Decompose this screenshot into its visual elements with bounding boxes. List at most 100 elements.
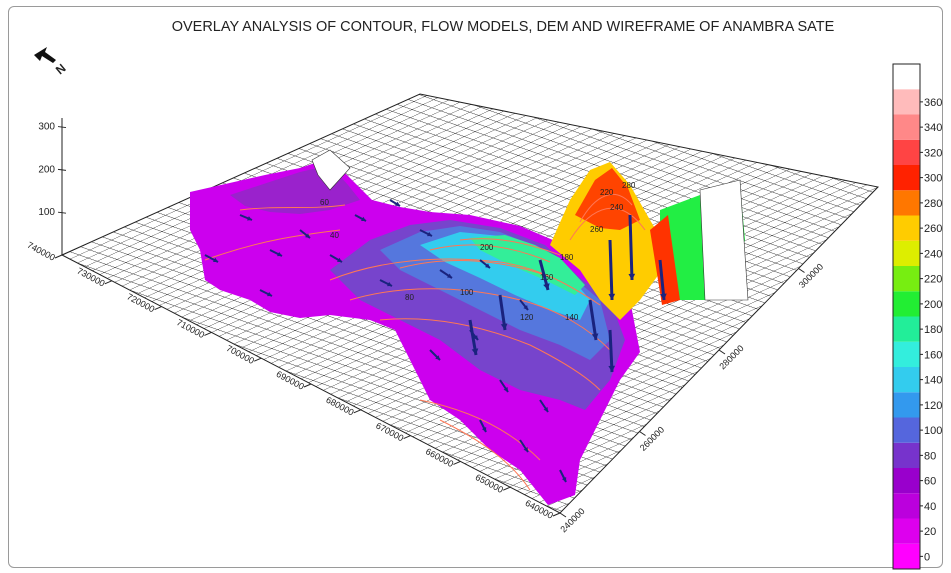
contour-line bbox=[329, 258, 601, 306]
y-tick-mark bbox=[403, 435, 411, 440]
flow-arrowhead bbox=[628, 273, 636, 280]
flow-arrowhead bbox=[213, 257, 218, 263]
contour-line bbox=[419, 399, 541, 461]
contour-label: 240 bbox=[610, 203, 624, 212]
z-tick-mark bbox=[57, 168, 67, 171]
colorbar-label: 80 bbox=[924, 450, 936, 462]
flow-arrow bbox=[608, 239, 614, 301]
contour-label: 80 bbox=[405, 293, 414, 302]
colorbar-swatch bbox=[893, 165, 920, 191]
colorbar-swatch bbox=[893, 442, 920, 468]
colorbar-swatch bbox=[893, 341, 920, 367]
flow-arrowhead bbox=[481, 427, 487, 432]
colorbar-label: 360 bbox=[924, 97, 942, 109]
flow-vectors bbox=[204, 199, 667, 483]
colorbar-swatch bbox=[893, 291, 920, 317]
contour-line bbox=[429, 244, 551, 263]
colorbar-label: 320 bbox=[924, 147, 942, 159]
contour-label: 160 bbox=[540, 273, 554, 282]
z-tick-label: 300 bbox=[38, 122, 55, 133]
y-tick-mark bbox=[204, 331, 212, 336]
flow-arrowhead bbox=[523, 447, 528, 452]
flow-arrowhead bbox=[591, 333, 599, 340]
z-tick-mark bbox=[57, 211, 67, 214]
contour-label: 60 bbox=[320, 198, 329, 207]
colorbar-swatch bbox=[893, 89, 920, 115]
north-arrow-label: N bbox=[53, 61, 69, 77]
contour-line bbox=[379, 318, 601, 391]
colorbar-swatch bbox=[893, 468, 920, 494]
flow-arrowhead bbox=[543, 283, 550, 290]
flow-arrowhead bbox=[485, 263, 490, 268]
colorbar-label: 140 bbox=[924, 375, 942, 387]
z-axis: 100 200 300 bbox=[38, 118, 67, 255]
contour-line bbox=[399, 260, 546, 276]
colorbar-swatch bbox=[893, 215, 920, 241]
colorbar-swatch bbox=[893, 543, 920, 569]
colorbar-swatch bbox=[893, 240, 920, 266]
contour-label: 220 bbox=[600, 188, 614, 197]
chart-title: OVERLAY ANALYSIS OF CONTOUR, FLOW MODELS… bbox=[172, 19, 835, 35]
contour-label: 180 bbox=[560, 253, 574, 262]
contour-line bbox=[239, 204, 346, 211]
colorbar: 0 20 40 60 80 100 120 140 160 180 200 220 240 260 280 3… bbox=[892, 63, 942, 570]
colorbar-swatch bbox=[893, 190, 920, 216]
y-tick-mark bbox=[54, 254, 63, 259]
flow-arrowhead bbox=[523, 305, 528, 310]
x-tick-mark bbox=[559, 512, 567, 518]
y-tick-mark bbox=[503, 486, 511, 491]
y-tick-label: 740000 bbox=[26, 240, 57, 263]
colorbar-label: 280 bbox=[924, 198, 942, 210]
flow-arrow bbox=[628, 214, 634, 281]
flow-arrow bbox=[608, 329, 614, 373]
surface-ridge-north bbox=[311, 149, 351, 191]
y-tick-mark bbox=[254, 357, 262, 362]
contour-line bbox=[569, 207, 646, 241]
colorbar-swatch bbox=[893, 493, 920, 519]
colorbar-label: 200 bbox=[924, 299, 942, 311]
colorbar-swatch bbox=[893, 392, 920, 418]
colorbar-label: 120 bbox=[924, 400, 942, 412]
colorbar-label: 340 bbox=[924, 122, 942, 134]
colorbar-label: 160 bbox=[924, 349, 942, 361]
colorbar-swatch bbox=[893, 316, 920, 342]
flow-arrowhead bbox=[361, 216, 366, 222]
y-tick-mark bbox=[453, 460, 461, 465]
flow-arrowhead bbox=[395, 201, 400, 206]
flow-arrowhead bbox=[267, 291, 272, 297]
colorbar-label: 260 bbox=[924, 223, 942, 235]
contour-label: 40 bbox=[330, 231, 339, 240]
flow-arrowhead bbox=[435, 355, 440, 360]
contour-line bbox=[204, 229, 341, 261]
contour-label: 260 bbox=[590, 225, 604, 234]
surface-east-wall-red bbox=[650, 215, 680, 305]
x-tick-mark bbox=[798, 268, 805, 273]
chart-frame bbox=[8, 6, 943, 568]
flow-arrowhead bbox=[447, 273, 452, 278]
colorbar-label: 20 bbox=[924, 526, 936, 538]
colorbar-label: 100 bbox=[924, 425, 942, 437]
contour-line bbox=[349, 288, 611, 351]
contour-label: 200 bbox=[480, 243, 494, 252]
flow-arrowhead bbox=[660, 293, 667, 300]
colorbar-label: 240 bbox=[924, 248, 942, 260]
colorbar-swatch bbox=[893, 139, 920, 165]
flow-arrowhead bbox=[247, 216, 252, 221]
contour-line bbox=[579, 194, 633, 223]
flow-arrowhead bbox=[471, 348, 479, 355]
flow-arrowhead bbox=[387, 281, 392, 287]
flow-arrowhead bbox=[561, 477, 567, 482]
y-tick-mark bbox=[104, 280, 112, 285]
contour-label: 280 bbox=[622, 181, 636, 190]
flow-arrow bbox=[658, 259, 666, 301]
y-tick-mark bbox=[552, 512, 561, 517]
colorbar-label: 220 bbox=[924, 274, 942, 286]
y-tick-mark bbox=[154, 306, 162, 311]
colorbar-swatch bbox=[893, 367, 920, 393]
colorbar-swatch bbox=[893, 114, 920, 140]
contour-lines: 40 60 80 100 120 140 160 180 200 220 240 260 280 bbox=[204, 181, 646, 491]
contour-label: 100 bbox=[460, 288, 474, 297]
flow-arrowhead bbox=[503, 387, 508, 392]
